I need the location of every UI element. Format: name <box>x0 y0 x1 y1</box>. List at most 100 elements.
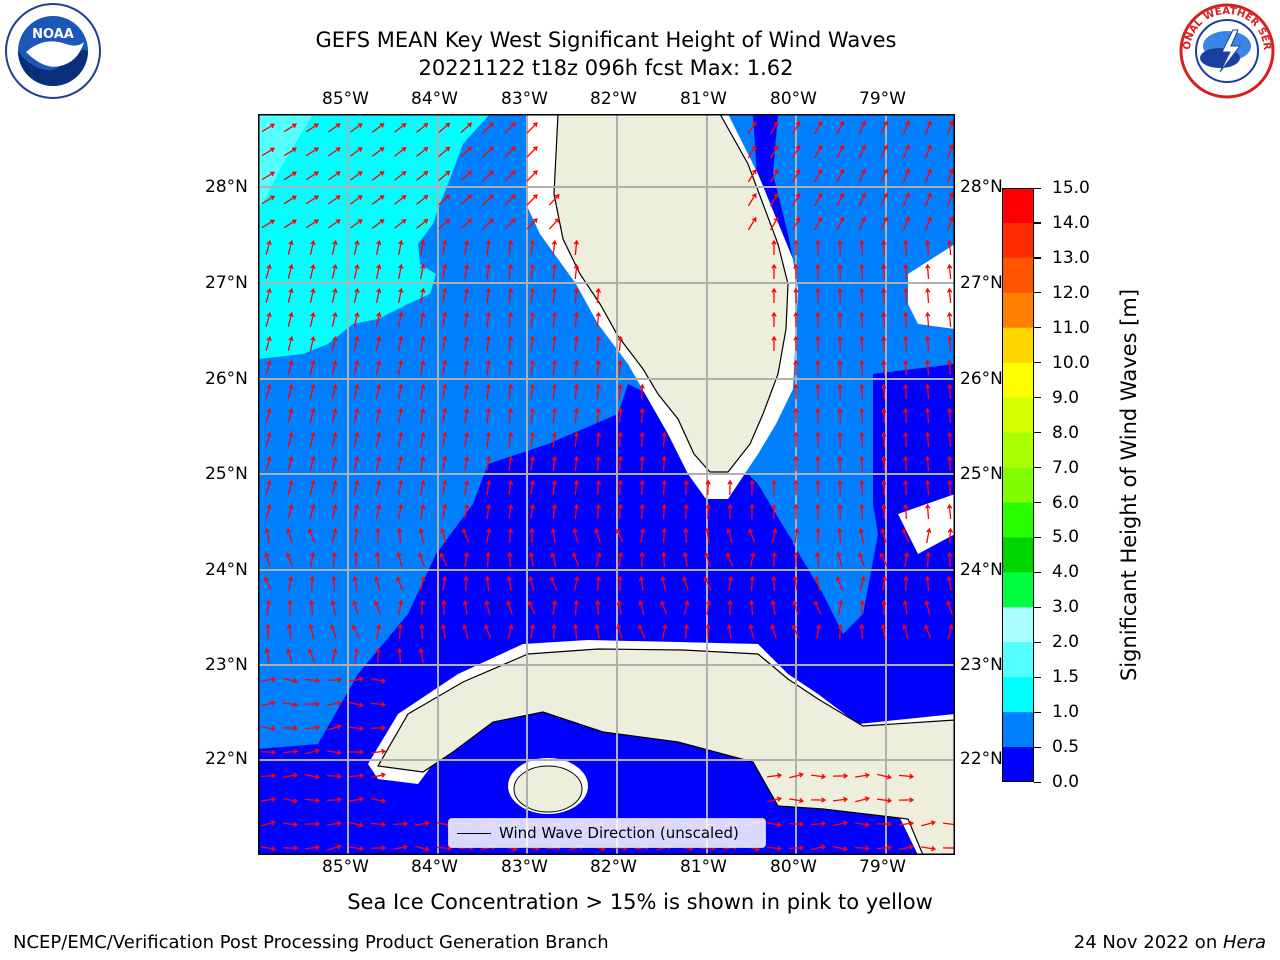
wind-arrow-head <box>332 336 338 342</box>
wind-arrow <box>508 337 512 351</box>
wind-arrow <box>442 312 446 328</box>
wind-arrow <box>310 552 314 568</box>
wind-arrow <box>371 773 385 779</box>
colorbar-tick-label: 2.0 <box>1052 632 1080 653</box>
wind-arrow-head <box>381 845 387 851</box>
wind-arrow <box>882 312 886 328</box>
wind-arrow-head <box>379 147 385 152</box>
wind-arrow-head <box>332 432 338 438</box>
colorbar-tick-mark <box>1034 641 1041 643</box>
wind-arrow <box>904 264 908 280</box>
wind-arrow-head <box>266 312 272 318</box>
wind-arrow-head <box>947 503 953 509</box>
wind-arrow-head <box>506 600 512 606</box>
wind-arrow <box>310 576 314 592</box>
wind-arrow-head <box>529 623 536 629</box>
wind-arrow-head <box>881 311 887 317</box>
wind-arrow <box>574 456 578 472</box>
wind-arrow-head <box>661 479 667 485</box>
wind-arrow <box>308 529 316 543</box>
wind-arrow-head <box>313 123 319 129</box>
wind-arrow-head <box>310 336 316 342</box>
wind-arrow-head <box>925 503 931 509</box>
wind-arrow-head <box>464 455 470 462</box>
wind-arrow <box>287 409 293 423</box>
colorbar-tick-label: 5.0 <box>1052 527 1080 548</box>
wind-arrow <box>794 529 798 543</box>
wind-arrow <box>442 360 446 376</box>
wind-arrow <box>398 480 402 496</box>
wind-arrow-head <box>467 146 473 152</box>
wind-arrow-head <box>683 503 689 509</box>
wind-arrow <box>548 218 560 230</box>
wind-arrow-head <box>485 431 492 437</box>
wind-arrow-head <box>467 122 473 128</box>
wind-arrow-head <box>551 383 558 389</box>
wind-arrow-head <box>836 527 843 533</box>
wind-arrow <box>789 773 803 779</box>
wind-arrow-head <box>661 503 667 509</box>
wind-arrow-head <box>573 383 580 389</box>
wind-arrow <box>574 504 578 520</box>
wind-arrow-head <box>864 821 871 828</box>
wind-arrow <box>348 798 364 802</box>
wind-arrow-head <box>401 218 407 224</box>
wind-arrow-head <box>815 455 821 461</box>
wind-arrow <box>283 171 297 181</box>
wind-arrow-head <box>798 797 805 804</box>
wind-arrow <box>574 312 578 328</box>
wind-arrow-head <box>264 552 270 558</box>
wind-arrow-head <box>292 798 298 804</box>
wind-arrow-head <box>595 575 602 581</box>
wind-arrow-head <box>837 287 843 293</box>
wind-arrow <box>833 821 847 827</box>
wind-arrow-head <box>269 195 276 201</box>
wind-arrow-head <box>335 171 341 176</box>
wind-arrow-head <box>573 335 580 341</box>
wind-arrow <box>596 456 600 472</box>
wind-arrow-head <box>881 431 887 437</box>
wind-arrow-head <box>925 383 931 389</box>
wind-arrow <box>283 123 297 133</box>
wind-arrow-head <box>903 287 909 293</box>
chart-subtitle: 20221122 t18z 096h fcst Max: 1.62 <box>418 56 794 80</box>
wind-arrow-head <box>464 407 470 414</box>
wind-arrow <box>948 456 952 472</box>
wind-arrow <box>574 240 578 256</box>
wind-arrow-head <box>815 527 821 533</box>
wind-arrow <box>464 336 468 352</box>
wind-arrow <box>504 170 516 182</box>
wind-arrow <box>769 145 779 159</box>
wind-arrow-head <box>313 171 319 177</box>
wind-arrow <box>287 337 293 351</box>
wind-arrow <box>310 600 314 616</box>
wind-arrow <box>265 553 271 567</box>
wind-arrow <box>331 361 337 375</box>
colorbar-segment <box>1002 257 1034 294</box>
wind-arrow <box>618 432 622 448</box>
wind-arrow-head <box>770 624 776 630</box>
wind-arrow <box>420 600 424 616</box>
wind-arrow <box>530 625 534 639</box>
wind-arrow <box>265 241 271 255</box>
wind-arrow-head <box>288 312 294 318</box>
wind-arrow-head <box>573 599 579 605</box>
wind-arrow-head <box>639 431 645 437</box>
wind-arrow-head <box>573 263 580 269</box>
wind-arrow <box>398 648 402 664</box>
wind-arrow <box>792 169 800 183</box>
wind-arrow-head <box>727 503 733 509</box>
colorbar-tick-label: 8.0 <box>1052 422 1080 443</box>
wind-arrow-head <box>903 455 909 461</box>
wind-arrow-head <box>751 216 757 222</box>
wind-arrow-head <box>886 774 892 780</box>
wind-arrow <box>685 504 687 520</box>
wind-arrow-head <box>336 700 343 707</box>
wind-arrow-head <box>376 287 382 294</box>
wind-arrow-head <box>420 479 426 486</box>
wind-arrow <box>902 145 910 159</box>
wind-arrow <box>861 480 863 496</box>
wind-arrow <box>287 649 293 663</box>
wind-arrow-head <box>463 551 470 558</box>
wind-arrow <box>904 504 908 520</box>
